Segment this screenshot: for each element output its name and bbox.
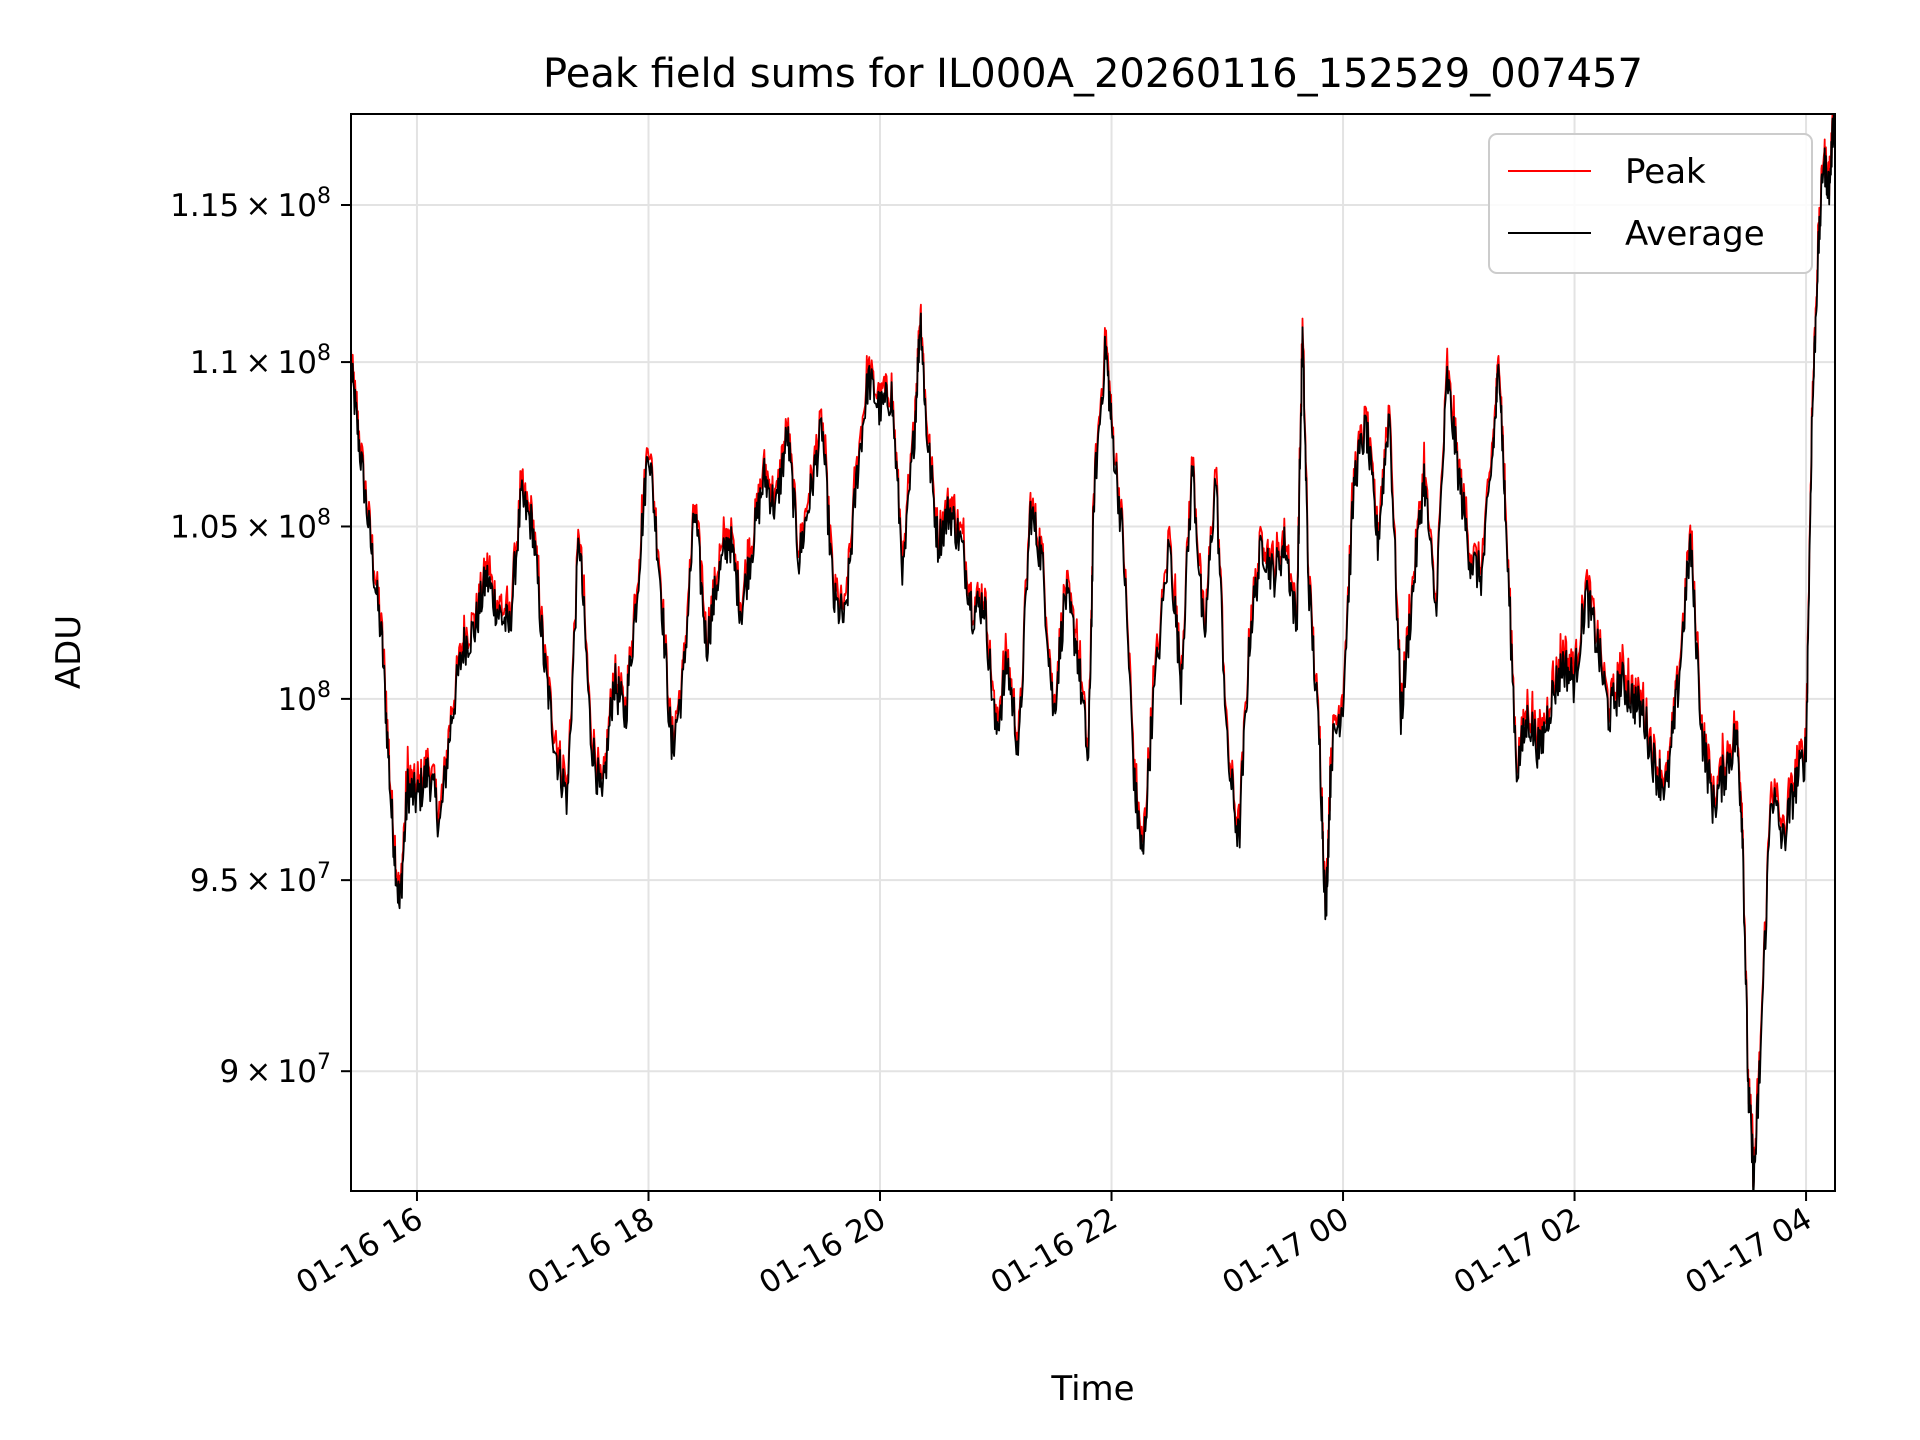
x-tick-label: 01-16 16 xyxy=(290,1201,429,1302)
y-axis-label: ADU xyxy=(49,615,89,689)
y-tick-times-sign: × xyxy=(239,345,277,381)
y-tick-label: 108 xyxy=(278,678,331,718)
y-tick-mantissa: 9.5 xyxy=(190,863,239,899)
y-tick-exponent: 7 xyxy=(317,1050,331,1075)
y-tick-base: 10 xyxy=(278,188,317,224)
y-tick-exponent: 8 xyxy=(317,678,331,703)
y-tick-label: 9.5 × 107 xyxy=(190,859,331,899)
x-tick-label: 01-16 20 xyxy=(753,1201,892,1302)
y-tick-times-sign: × xyxy=(239,509,277,545)
y-tick-mantissa: 1.1 xyxy=(190,345,239,381)
plot-frame xyxy=(350,113,1836,1192)
y-tick-exponent: 8 xyxy=(317,184,331,209)
y-tick-times-sign: × xyxy=(239,1054,277,1090)
legend-box xyxy=(1488,133,1813,274)
y-tick-mantissa: 1.15 xyxy=(170,188,239,224)
x-tick-label: 01-16 18 xyxy=(522,1201,661,1302)
y-tick-base: 10 xyxy=(278,682,317,718)
y-tick-base: 10 xyxy=(278,509,317,545)
x-tick-label: 01-16 22 xyxy=(985,1201,1124,1302)
series-lines xyxy=(350,113,1836,1192)
y-tick-base: 10 xyxy=(278,1054,317,1090)
y-tick-label: 1.15 × 108 xyxy=(170,184,331,224)
legend-peak-label: Peak xyxy=(1625,152,1706,192)
y-tick-mantissa: 9 xyxy=(219,1054,239,1090)
y-tick-times-sign: × xyxy=(239,188,277,224)
y-tick-label: 9 × 107 xyxy=(219,1050,331,1090)
x-tick-label: 01-17 04 xyxy=(1679,1201,1818,1302)
y-tick-exponent: 7 xyxy=(317,859,331,884)
y-tick-times-sign: × xyxy=(239,863,277,899)
x-axis-label: Time xyxy=(1050,1369,1134,1409)
y-tick-label: 1.05 × 108 xyxy=(170,505,331,545)
x-tick-label: 01-17 02 xyxy=(1448,1201,1587,1302)
x-tick-label: 01-17 00 xyxy=(1216,1201,1355,1302)
y-tick-base: 10 xyxy=(278,345,317,381)
y-tick-mantissa: 1.05 xyxy=(170,509,239,545)
x-axis-ticks: 01-16 16 01-16 18 01-16 20 01-16 22 01-17 00… xyxy=(290,1191,1818,1302)
y-tick-exponent: 8 xyxy=(317,341,331,366)
y-tick-base: 10 xyxy=(278,863,317,899)
legend: Peak Average xyxy=(1488,133,1813,274)
chart-title: Peak field sums for IL000A_20260116_1525… xyxy=(543,51,1643,97)
y-tick-label: 1.1 × 108 xyxy=(190,341,331,381)
y-tick-exponent: 8 xyxy=(317,505,331,530)
series-line-average xyxy=(350,113,1836,1192)
legend-average-label: Average xyxy=(1625,214,1765,254)
